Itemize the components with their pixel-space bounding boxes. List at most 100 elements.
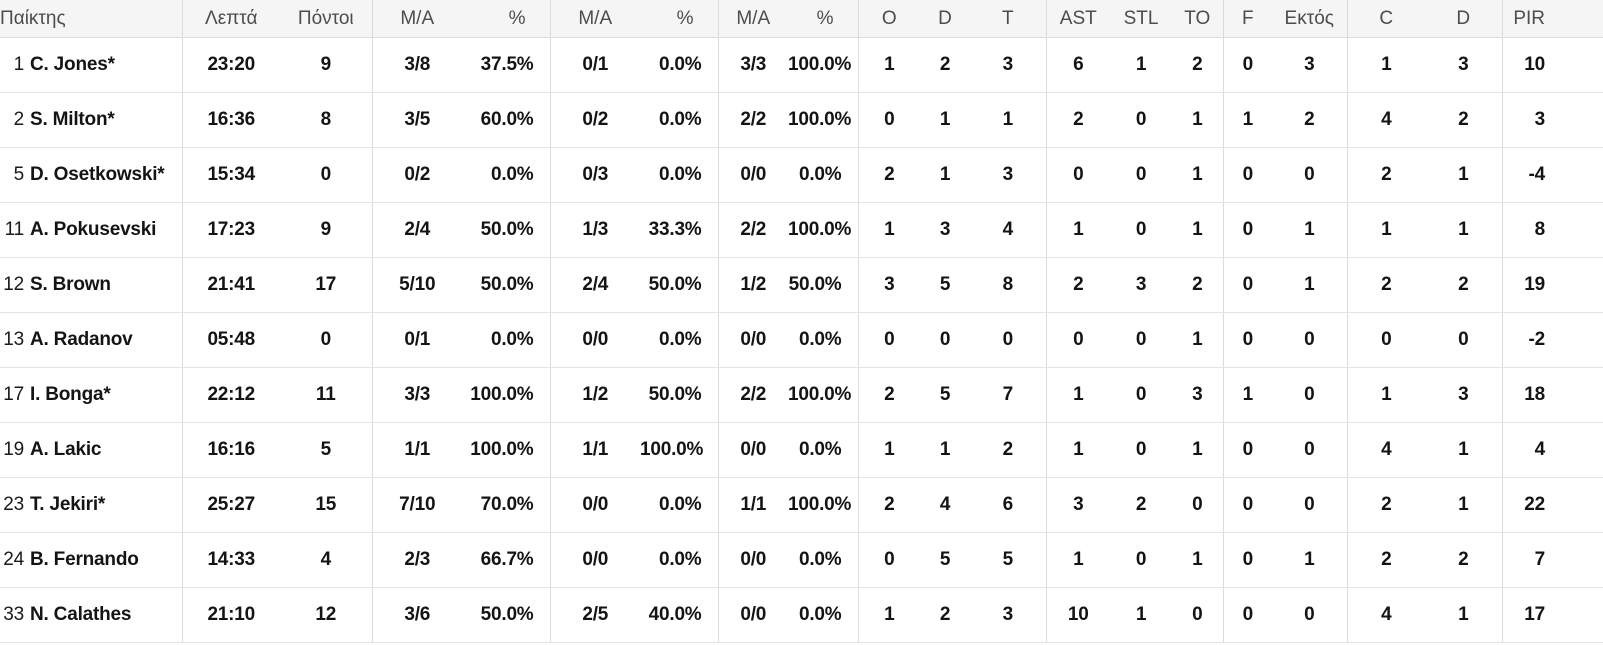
column-header-fg2-ma: Μ/Α <box>371 0 462 38</box>
stat-fouls-on: 1 <box>1272 532 1347 588</box>
stat-reb-d: 5 <box>920 532 970 588</box>
stat-fouls: 0 <box>1222 147 1272 203</box>
stat-fg2-ma: 2/3 <box>371 532 462 588</box>
stat-fouls: 0 <box>1222 422 1272 478</box>
jersey-number: 19 <box>3 439 24 460</box>
stat-fg3-pct: 0.0% <box>640 147 718 203</box>
stat-minutes: 21:10 <box>181 587 280 643</box>
stat-reb-o: 1 <box>857 587 920 643</box>
stat-pir: -4 <box>1501 147 1603 203</box>
column-header-pir: PIR <box>1501 0 1603 38</box>
player-cell: 24 B. Fernando <box>0 532 182 588</box>
stat-points: 11 <box>280 367 372 423</box>
stat-reb-d: 1 <box>920 147 970 203</box>
stat-points: 12 <box>280 587 372 643</box>
stat-fg2-ma: 7/10 <box>371 477 462 533</box>
stat-ft-pct: 100.0% <box>788 92 858 148</box>
stat-reb-t: 8 <box>970 257 1046 313</box>
stat-points: 0 <box>280 312 372 368</box>
player-row[interactable]: 13 A. Radanov 05:48 0 0/1 0.0% 0/0 0.0% 0/0 0.0% 0… <box>0 312 1603 368</box>
stat-pir: 4 <box>1501 422 1603 478</box>
stat-c: 2 <box>1346 257 1425 313</box>
stat-fg2-pct: 100.0% <box>462 422 550 478</box>
stat-fg3-pct: 50.0% <box>640 367 718 423</box>
stat-reb-d: 2 <box>920 587 970 643</box>
column-header-stl: STL <box>1110 0 1172 38</box>
player-row[interactable]: 5 D. Osetkowski* 15:34 0 0/2 0.0% 0/3 0.0% 0/0 0.… <box>0 147 1603 203</box>
stat-fg2-pct: 0.0% <box>462 312 550 368</box>
stat-reb-d: 3 <box>920 202 970 258</box>
stat-fouls-on: 1 <box>1272 202 1347 258</box>
stat-fg3-pct: 33.3% <box>640 202 718 258</box>
stat-ft-pct: 0.0% <box>788 587 858 643</box>
stat-minutes: 16:16 <box>181 422 280 478</box>
stat-fg2-ma: 2/4 <box>371 202 462 258</box>
stat-ast: 0 <box>1045 312 1110 368</box>
stat-ft-ma: 0/0 <box>717 422 788 478</box>
stat-fouls: 0 <box>1222 587 1272 643</box>
stat-reb-o: 1 <box>857 202 920 258</box>
stat-fg3-ma: 0/1 <box>549 37 640 93</box>
player-cell: 2 S. Milton* <box>0 92 182 148</box>
stat-reb-o: 2 <box>857 477 920 533</box>
stat-fg3-pct: 0.0% <box>640 312 718 368</box>
player-name: I. Bonga* <box>30 384 111 405</box>
stat-d: 2 <box>1425 532 1502 588</box>
player-row[interactable]: 24 B. Fernando 14:33 4 2/3 66.7% 0/0 0.0% 0/0 0.0… <box>0 532 1603 588</box>
player-row[interactable]: 33 N. Calathes 21:10 12 3/6 50.0% 2/5 40.0% 0/0 0… <box>0 587 1603 643</box>
stat-minutes: 25:27 <box>181 477 280 533</box>
stat-fg3-ma: 0/3 <box>549 147 640 203</box>
player-name: D. Osetkowski* <box>30 164 165 185</box>
stat-ast: 1 <box>1045 202 1110 258</box>
stat-reb-t: 3 <box>970 147 1046 203</box>
player-cell: 1 C. Jones* <box>0 37 182 93</box>
stat-pir: 10 <box>1501 37 1603 93</box>
stat-ast: 2 <box>1045 92 1110 148</box>
stat-c: 1 <box>1346 202 1425 258</box>
player-row[interactable]: 19 A. Lakic 16:16 5 1/1 100.0% 1/1 100.0% 0/0 0.0… <box>0 422 1603 478</box>
stat-fg2-pct: 70.0% <box>462 477 550 533</box>
stat-fg2-ma: 0/2 <box>371 147 462 203</box>
column-header-points: Πόντοι <box>280 0 372 38</box>
player-row[interactable]: 12 S. Brown 21:41 17 5/10 50.0% 2/4 50.0% 1/2 50.… <box>0 257 1603 313</box>
stat-points: 5 <box>280 422 372 478</box>
stat-fouls-on: 3 <box>1272 37 1347 93</box>
player-row[interactable]: 17 I. Bonga* 22:12 11 3/3 100.0% 1/2 50.0% 2/2 10… <box>0 367 1603 423</box>
player-row[interactable]: 23 T. Jekiri* 25:27 15 7/10 70.0% 0/0 0.0% 1/1 10… <box>0 477 1603 533</box>
player-name: A. Pokusevski <box>30 219 157 240</box>
stat-ft-ma: 2/2 <box>717 202 788 258</box>
stat-pir: 17 <box>1501 587 1603 643</box>
stat-ft-pct: 50.0% <box>788 257 858 313</box>
player-row[interactable]: 11 A. Pokusevski 17:23 9 2/4 50.0% 1/3 33.3% 2/2… <box>0 202 1603 258</box>
player-row[interactable]: 2 S. Milton* 16:36 8 3/5 60.0% 0/2 0.0% 2/2 100.0… <box>0 92 1603 148</box>
stat-fg3-ma: 0/0 <box>549 477 640 533</box>
stat-c: 2 <box>1346 532 1425 588</box>
stat-fouls-on: 0 <box>1272 312 1347 368</box>
stat-c: 1 <box>1346 367 1425 423</box>
stat-to: 0 <box>1172 477 1223 533</box>
stat-fg2-ma: 3/5 <box>371 92 462 148</box>
stat-fouls: 0 <box>1222 202 1272 258</box>
player-cell: 19 A. Lakic <box>0 422 182 478</box>
stat-points: 9 <box>280 202 372 258</box>
stat-points: 9 <box>280 37 372 93</box>
stat-ft-pct: 100.0% <box>788 477 858 533</box>
jersey-number: 24 <box>3 549 24 570</box>
stat-fg3-pct: 100.0% <box>640 422 718 478</box>
player-row[interactable]: 1 C. Jones* 23:20 9 3/8 37.5% 0/1 0.0% 3/3 100.0%… <box>0 37 1603 93</box>
stat-ft-pct: 0.0% <box>788 312 858 368</box>
stat-fouls-on: 1 <box>1272 257 1347 313</box>
stat-ft-pct: 0.0% <box>788 147 858 203</box>
column-header-fouls-on: Εκτός <box>1272 0 1347 38</box>
stat-stl: 0 <box>1110 312 1172 368</box>
stat-ast: 3 <box>1045 477 1110 533</box>
stat-pir: 7 <box>1501 532 1603 588</box>
stat-fouls-on: 0 <box>1272 477 1347 533</box>
stat-fg3-pct: 0.0% <box>640 477 718 533</box>
stat-fouls: 0 <box>1222 532 1272 588</box>
jersey-number: 2 <box>13 109 25 130</box>
stat-stl: 0 <box>1110 532 1172 588</box>
player-name: C. Jones* <box>30 54 115 75</box>
